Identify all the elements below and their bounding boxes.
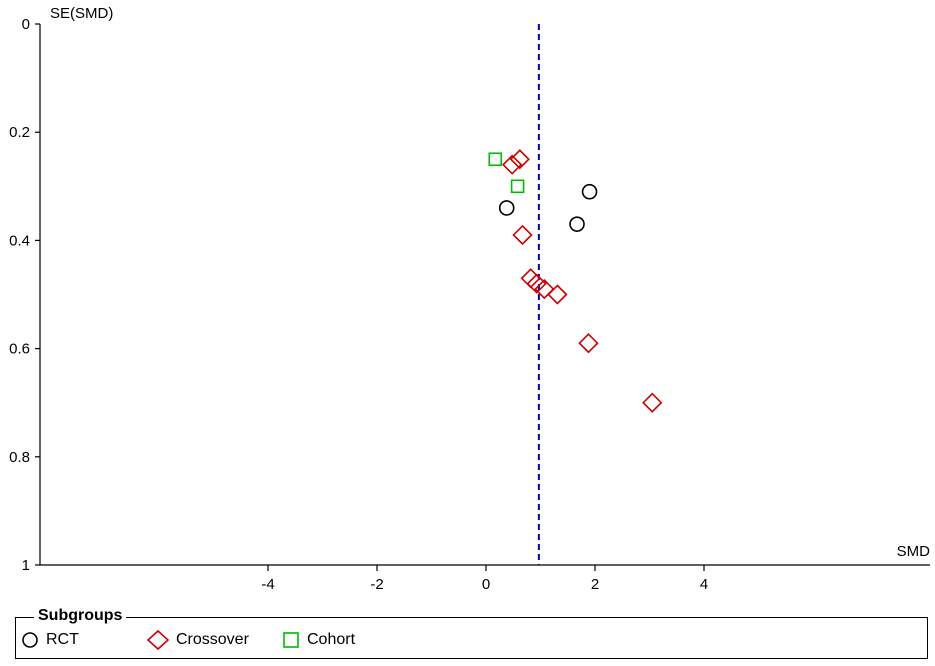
x-tick-label: 4 (700, 576, 708, 593)
legend-label-crossover: Crossover (176, 631, 249, 648)
x-axis-title: SMD (897, 543, 931, 560)
point-crossover (547, 284, 568, 305)
point-crossover (534, 278, 555, 300)
point-crossover (512, 224, 533, 246)
y-tick-label: 0 (22, 16, 30, 33)
x-tick-label: 2 (591, 576, 599, 593)
legend-item-cohort: Cohort (281, 630, 355, 650)
y-tick-label: 0.4 (9, 232, 30, 249)
y-axis-title: SE(SMD) (50, 5, 113, 22)
legend-title: Subgroups (34, 607, 127, 625)
y-tick-label: 0.6 (9, 341, 30, 358)
legend-label-cohort: Cohort (307, 631, 356, 648)
point-crossover (520, 268, 541, 289)
y-tick-label: 1 (22, 557, 30, 574)
x-tick-label: 0 (482, 576, 490, 593)
point-rct (581, 183, 598, 200)
plot-axes (39, 24, 930, 566)
point-rct (498, 200, 515, 216)
x-tick-label: -4 (261, 576, 274, 593)
square-icon (283, 632, 299, 648)
x-tick-label: -2 (370, 576, 383, 593)
y-tick-label: 0.2 (9, 124, 30, 141)
point-crossover (642, 392, 663, 413)
diamond-icon (146, 629, 170, 651)
point-rct (569, 216, 585, 232)
point-crossover (502, 154, 523, 175)
legend-box (15, 617, 928, 659)
legend-item-rct: RCT (20, 630, 79, 650)
funnel-plot: 0 0.2 0.4 0.6 0.8 1 -4 -2 0 2 4 SE(SMD) SMD (9, 5, 931, 593)
legend-item-crossover: Crossover (146, 629, 249, 651)
circle-icon (22, 632, 38, 648)
axis-ticks: 0 0.2 0.4 0.6 0.8 1 -4 -2 0 2 4 (9, 16, 708, 593)
data-points (488, 149, 663, 413)
legend-label-rct: RCT (46, 631, 79, 648)
point-crossover (578, 333, 599, 354)
y-tick-label: 0.8 (9, 449, 30, 466)
point-cohort (510, 179, 525, 194)
point-cohort (488, 152, 503, 167)
